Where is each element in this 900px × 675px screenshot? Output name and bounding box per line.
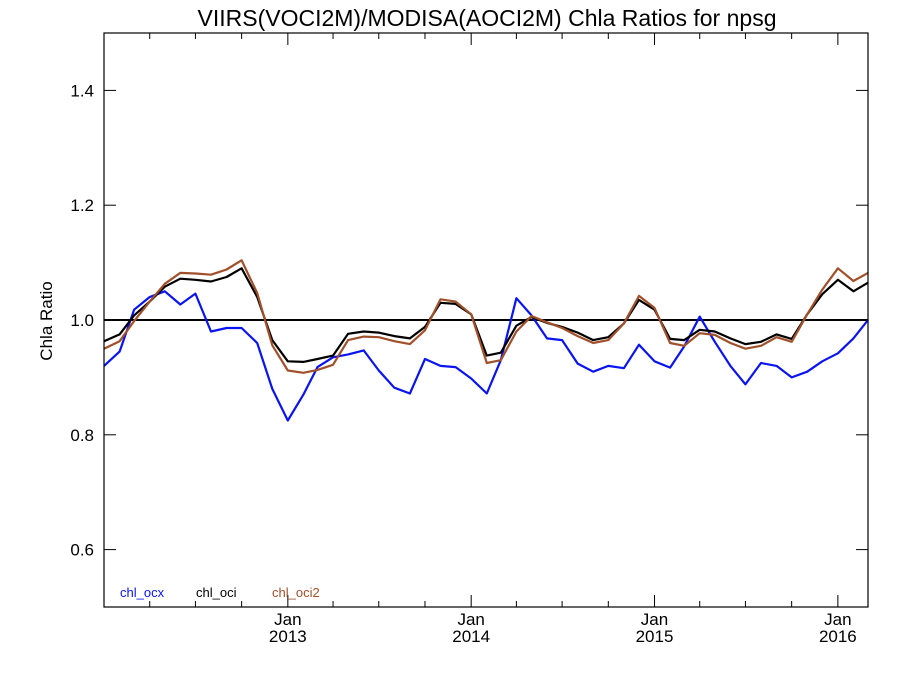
- x-tick-label-month: Jan: [824, 610, 851, 629]
- x-tick-label-year: 2013: [269, 627, 307, 646]
- y-tick-label: 1.4: [70, 81, 94, 100]
- plot-frame: [103, 32, 869, 608]
- series-line-chl-oci2: [103, 259, 869, 374]
- legend-label-chl-oci: chl_oci: [196, 585, 237, 600]
- y-tick-label: 1.2: [70, 196, 94, 215]
- x-tick-label-month: Jan: [641, 610, 668, 629]
- x-tick-label-year: 2015: [636, 627, 674, 646]
- legend: chl_ocx chl_oci chl_oci2: [120, 585, 320, 600]
- series-line-chl-oci: [103, 267, 869, 363]
- y-tick-label: 1.0: [70, 311, 94, 330]
- plot-area: 0.60.81.01.21.4Jan2013Jan2014Jan2015Jan2…: [70, 32, 869, 646]
- x-tick-label-year: 2016: [819, 627, 857, 646]
- legend-label-chl-ocx: chl_ocx: [120, 585, 165, 600]
- x-tick-label-year: 2014: [452, 627, 490, 646]
- x-tick-label-month: Jan: [457, 610, 484, 629]
- chart-title: VIIRS(VOCI2M)/MODISA(AOCI2M) Chla Ratios…: [198, 5, 777, 31]
- legend-label-chl-oci2: chl_oci2: [272, 585, 320, 600]
- y-tick-label: 0.6: [70, 541, 94, 560]
- x-tick-label-month: Jan: [274, 610, 301, 629]
- y-tick-label: 0.8: [70, 426, 94, 445]
- y-axis-label: Chla Ratio: [37, 281, 56, 360]
- series-line-chl-ocx: [103, 290, 869, 422]
